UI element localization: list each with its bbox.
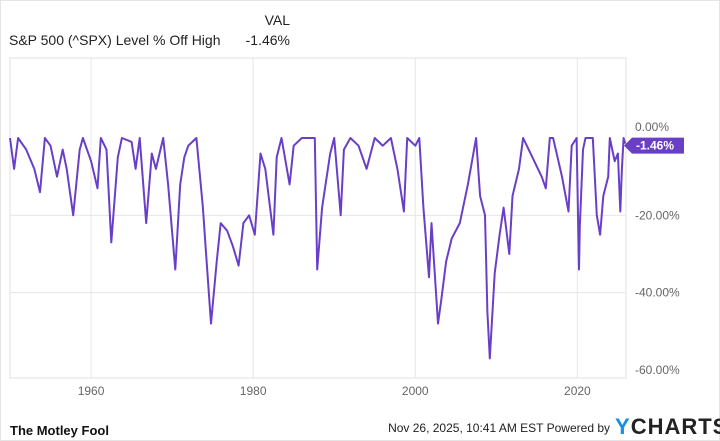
x-tick-label: 1960 [78,384,105,398]
series-line [9,137,627,360]
legend-column-header: VAL [264,12,290,28]
y-tick-label: 0.00% [635,120,669,134]
y-tick-label: -20.00% [635,208,680,222]
timestamp: Nov 26, 2025, 10:41 AM EST [388,421,544,435]
y-tick-label: -40.00% [635,286,680,300]
x-tick-label: 2000 [402,384,429,398]
powered-by: Powered by [546,421,610,435]
motley-fool-logo: The Motley Fool [10,423,109,438]
ycharts-logo: YCHARTS [615,414,720,439]
legend-series-name: S&P 500 (^SPX) Level % Off High [9,32,221,48]
x-tick-label: 1980 [240,384,267,398]
y-tick-label: -60.00% [635,363,680,377]
last-value-badge [624,137,684,154]
legend-series-value: -1.46% [245,32,290,48]
x-tick-label: 2020 [564,384,591,398]
last-value-label: -1.46% [636,139,674,153]
plot-area [9,57,627,379]
footer-text: Nov 26, 2025, 10:41 AM EST Powered by [388,421,610,435]
